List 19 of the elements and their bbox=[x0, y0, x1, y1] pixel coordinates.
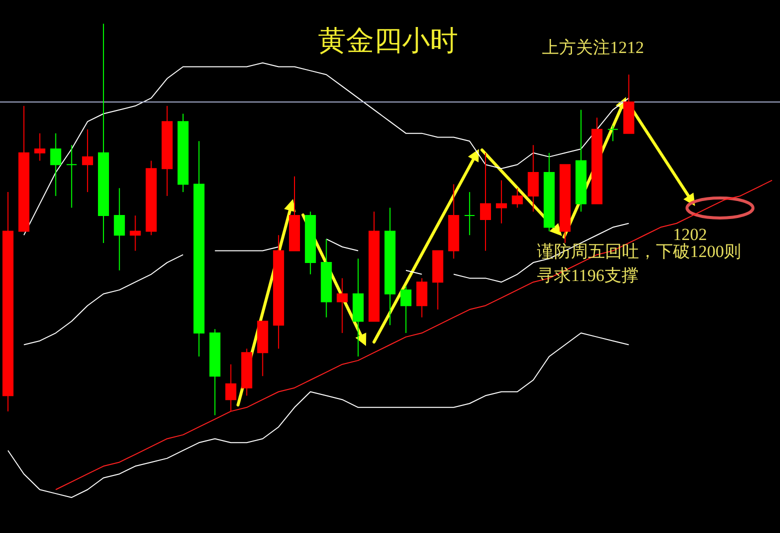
candlestick bbox=[130, 215, 141, 252]
candlestick bbox=[114, 188, 125, 271]
candlestick bbox=[528, 144, 539, 212]
candlestick bbox=[225, 364, 236, 412]
annotation: 1202 bbox=[673, 225, 707, 244]
candlestick bbox=[50, 132, 62, 196]
candlestick bbox=[607, 124, 618, 142]
candlestick bbox=[400, 286, 412, 334]
candlestick bbox=[464, 192, 476, 236]
candlestick bbox=[34, 132, 46, 162]
candlestick bbox=[416, 278, 428, 318]
chart-title: 黄金四小时 bbox=[318, 26, 458, 57]
candlestick bbox=[82, 128, 94, 193]
candlestick bbox=[336, 278, 348, 334]
candlestick bbox=[496, 180, 507, 224]
candlestick bbox=[480, 152, 492, 252]
annotation: 上方关注1212 bbox=[542, 38, 644, 57]
candlestick bbox=[512, 188, 523, 208]
candlestick bbox=[66, 144, 78, 208]
